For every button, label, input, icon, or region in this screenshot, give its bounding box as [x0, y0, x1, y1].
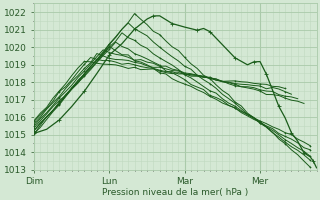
X-axis label: Pression niveau de la mer( hPa ): Pression niveau de la mer( hPa ) — [102, 188, 248, 197]
